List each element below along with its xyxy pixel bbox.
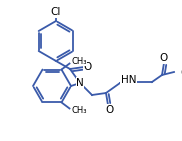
Text: CH₃: CH₃: [72, 106, 87, 115]
Text: CH₃: CH₃: [72, 57, 87, 66]
Text: Cl: Cl: [51, 7, 61, 17]
Text: HN: HN: [121, 75, 136, 85]
Text: O: O: [84, 62, 92, 72]
Text: N: N: [76, 78, 84, 88]
Text: O: O: [106, 105, 114, 115]
Text: O: O: [160, 53, 168, 63]
Text: OH: OH: [180, 68, 182, 78]
